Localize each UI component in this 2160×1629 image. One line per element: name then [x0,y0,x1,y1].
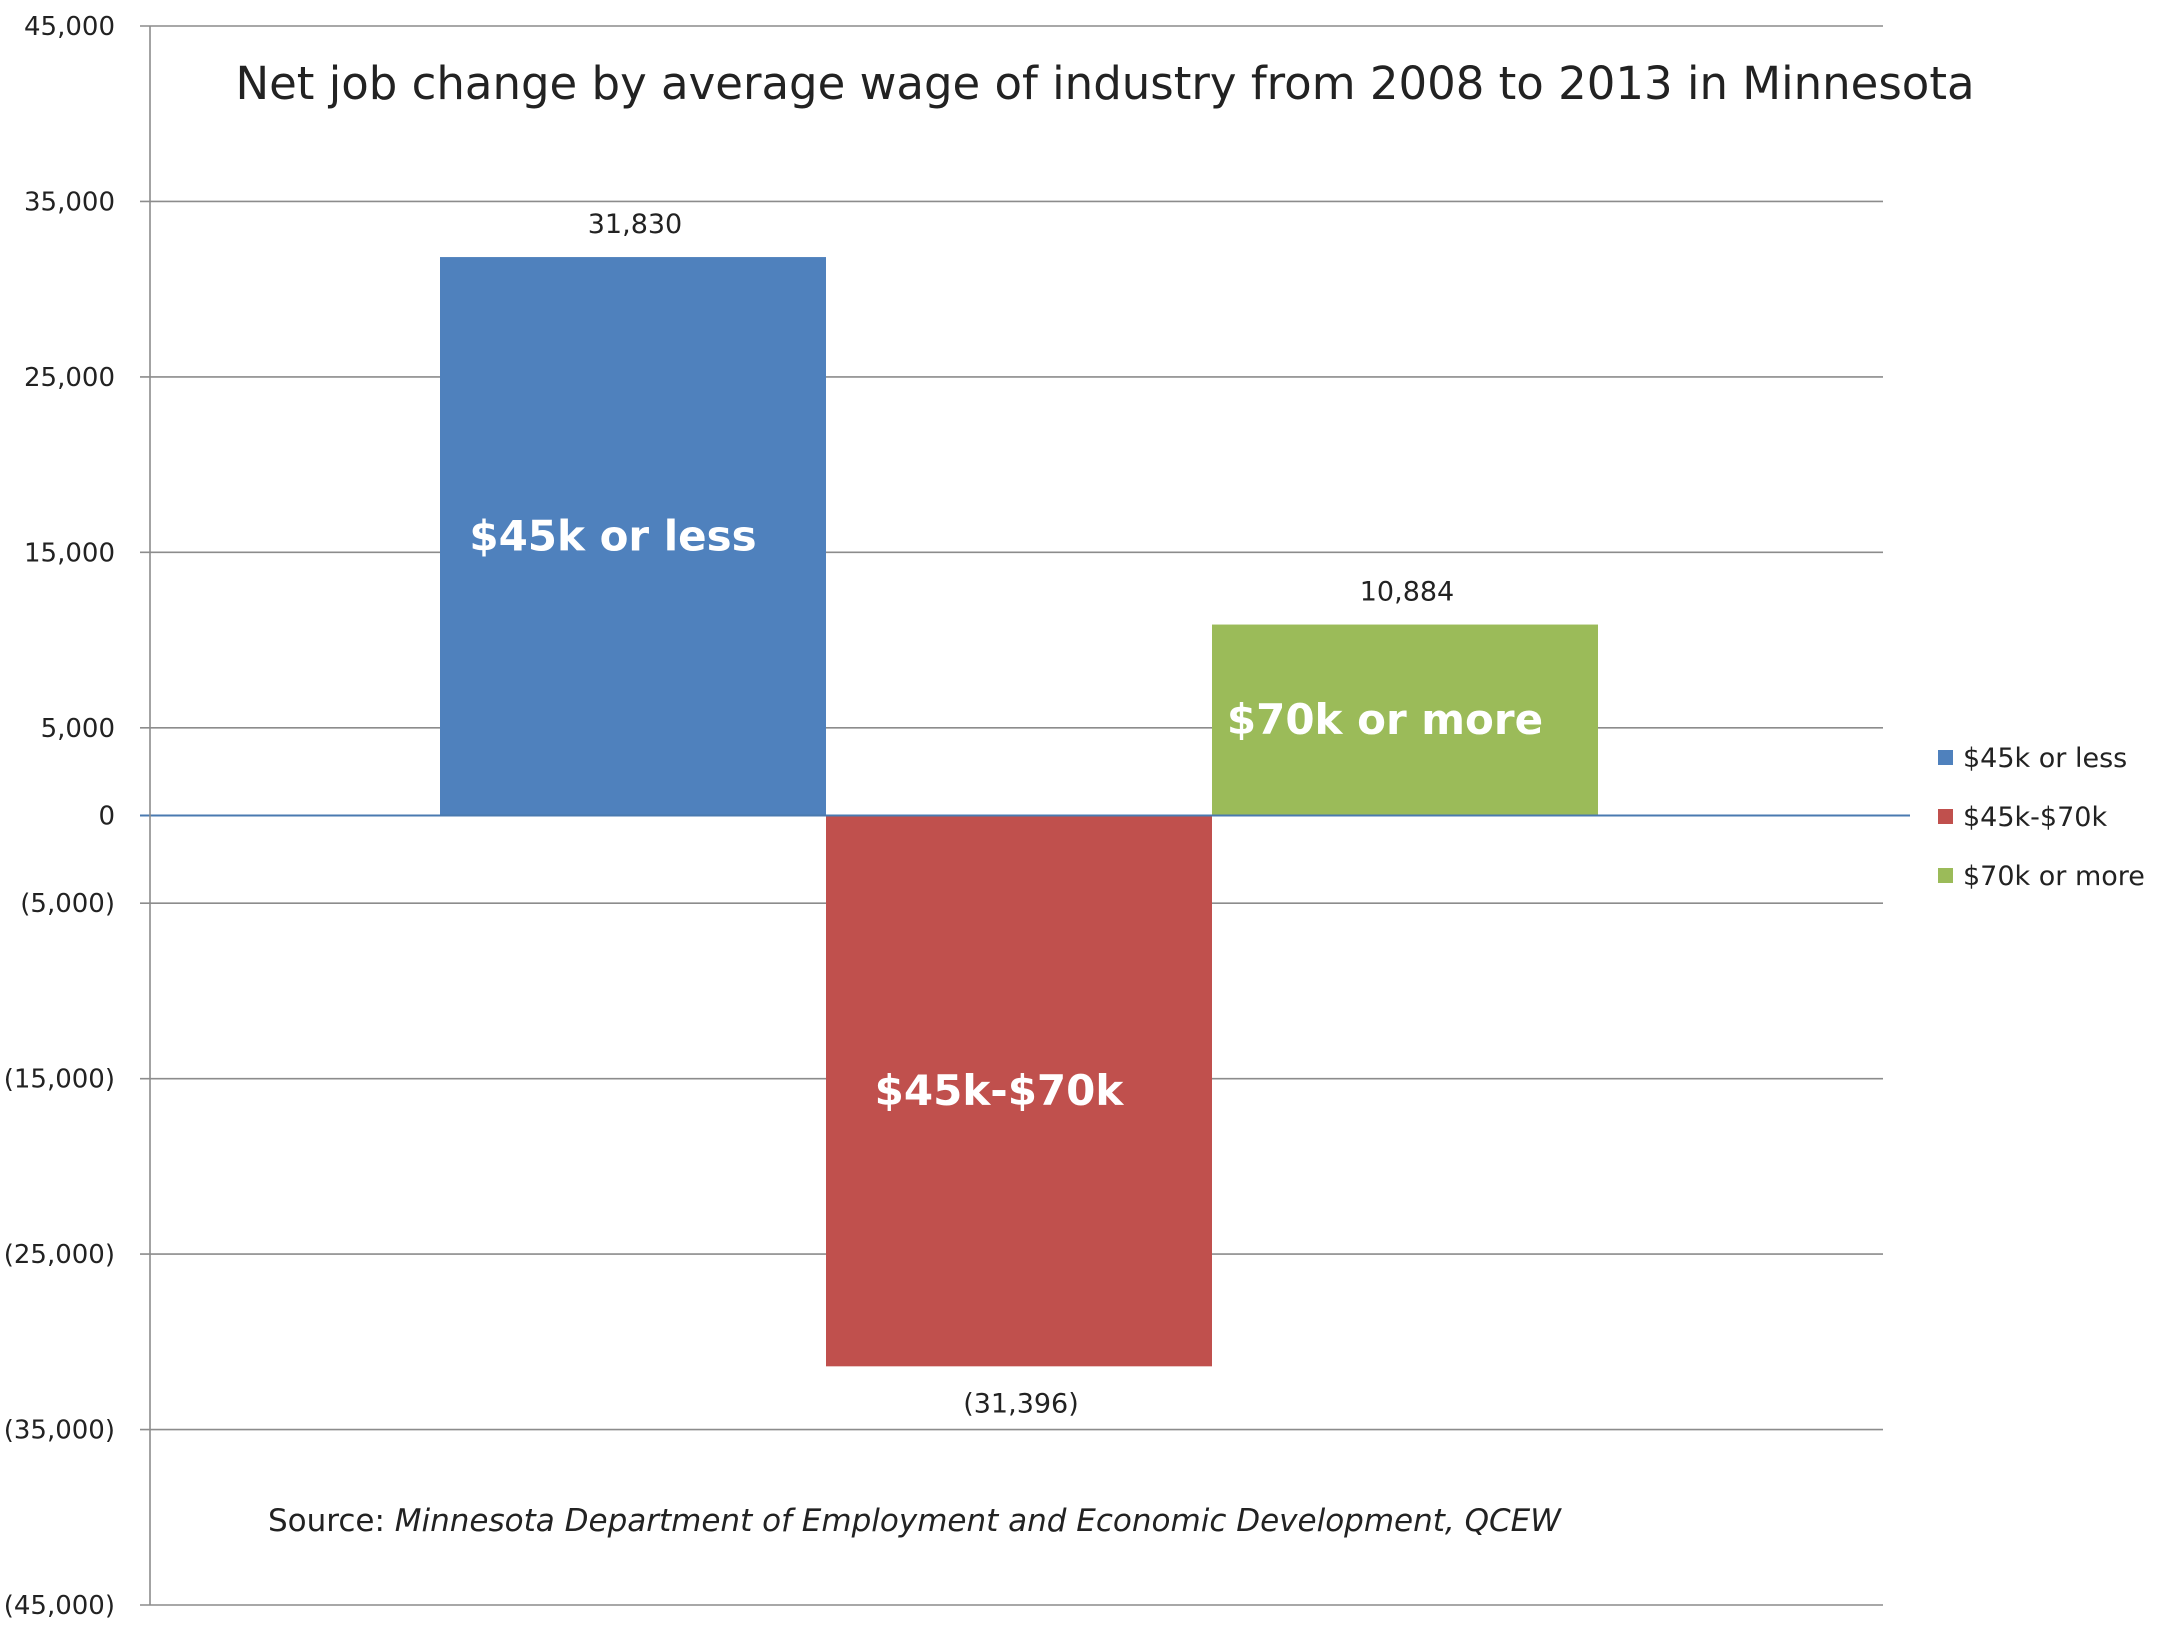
legend-swatch [1938,809,1953,824]
y-tick-label: 35,000 [24,187,115,217]
y-tick-label: (15,000) [4,1065,115,1095]
y-tick-labels: 45,000 35,000 25,000 15,000 5,000 0 (5,000) (15… [4,12,115,1621]
legend-entry: $45k-$70k [1963,802,2107,833]
y-tick-label: (45,000) [4,1591,115,1621]
y-tick-label: (35,000) [4,1416,115,1446]
data-label: 31,830 [588,209,682,240]
legend: $45k or less $45k-$70k $70k or more [1938,743,2145,892]
chart-title: Net job change by average wage of indust… [235,57,1974,110]
data-label: (31,396) [963,1388,1079,1419]
bar-category-label: $70k or more [1227,695,1543,744]
source-prefix: Source: [268,1503,395,1539]
y-tick-label: 45,000 [24,12,115,42]
source-note: Source: Minnesota Department of Employme… [268,1503,1562,1539]
source-text: Minnesota Department of Employment and E… [395,1503,1562,1539]
bars [440,257,1598,1366]
legend-swatch [1938,868,1953,883]
legend-entry: $70k or more [1963,861,2145,892]
y-tick-label: (25,000) [4,1240,115,1270]
y-tick-label: 15,000 [24,538,115,568]
legend-swatch [1938,750,1953,765]
data-label: 10,884 [1360,577,1454,608]
bar-category-label: $45k-$70k [875,1066,1125,1115]
chart: 45,000 35,000 25,000 15,000 5,000 0 (5,000) (15… [0,0,2160,1629]
y-tick-label: 25,000 [24,363,115,393]
y-tick-label: 0 [98,802,115,832]
y-tick-label: 5,000 [41,714,115,744]
y-tick-label: (5,000) [20,889,115,919]
bar-category-label: $45k or less [469,511,756,560]
legend-entry: $45k or less [1963,743,2127,774]
